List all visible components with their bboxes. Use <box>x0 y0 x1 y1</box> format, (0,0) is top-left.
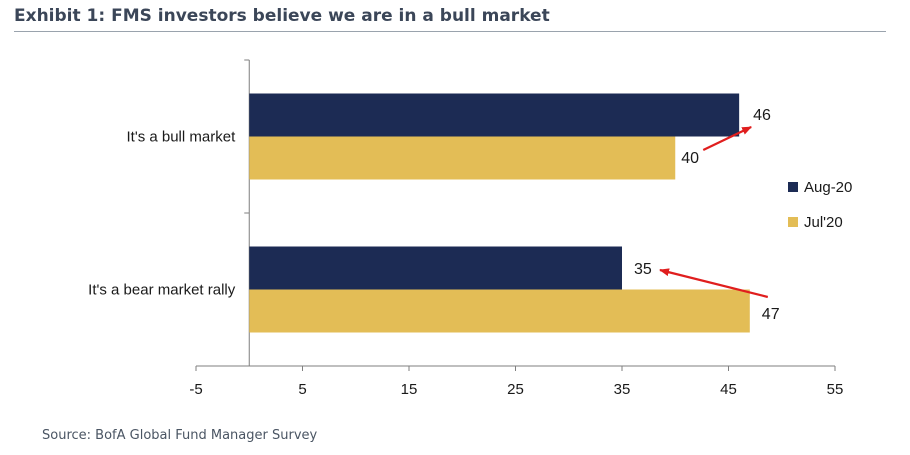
legend-swatch <box>788 182 798 192</box>
data-label: 35 <box>634 261 652 278</box>
category-label: It's a bear market rally <box>88 282 236 299</box>
data-label: 40 <box>681 150 699 167</box>
chart-title: Exhibit 1: FMS investors believe we are … <box>14 6 550 26</box>
source-note: Source: BofA Global Fund Manager Survey <box>42 428 318 443</box>
change-arrow <box>659 268 769 299</box>
x-tick-label: 5 <box>298 381 306 398</box>
x-tick-label: 35 <box>614 381 631 398</box>
legend-swatch <box>788 217 798 227</box>
x-tick-label: 45 <box>720 381 737 398</box>
x-tick-label: 25 <box>507 381 524 398</box>
bar <box>249 246 622 290</box>
title-divider <box>14 31 886 32</box>
x-tick-label: -5 <box>189 381 202 398</box>
data-label: 47 <box>762 306 780 323</box>
bar <box>249 93 740 137</box>
bar <box>249 289 750 333</box>
legend-label: Jul'20 <box>804 214 843 231</box>
legend-label: Aug-20 <box>804 179 852 196</box>
category-label: It's a bull market <box>127 129 237 146</box>
bar <box>249 136 676 180</box>
x-tick-label: 55 <box>827 381 844 398</box>
x-tick-label: 15 <box>401 381 418 398</box>
data-label: 46 <box>753 107 771 124</box>
change-arrow <box>702 126 753 151</box>
